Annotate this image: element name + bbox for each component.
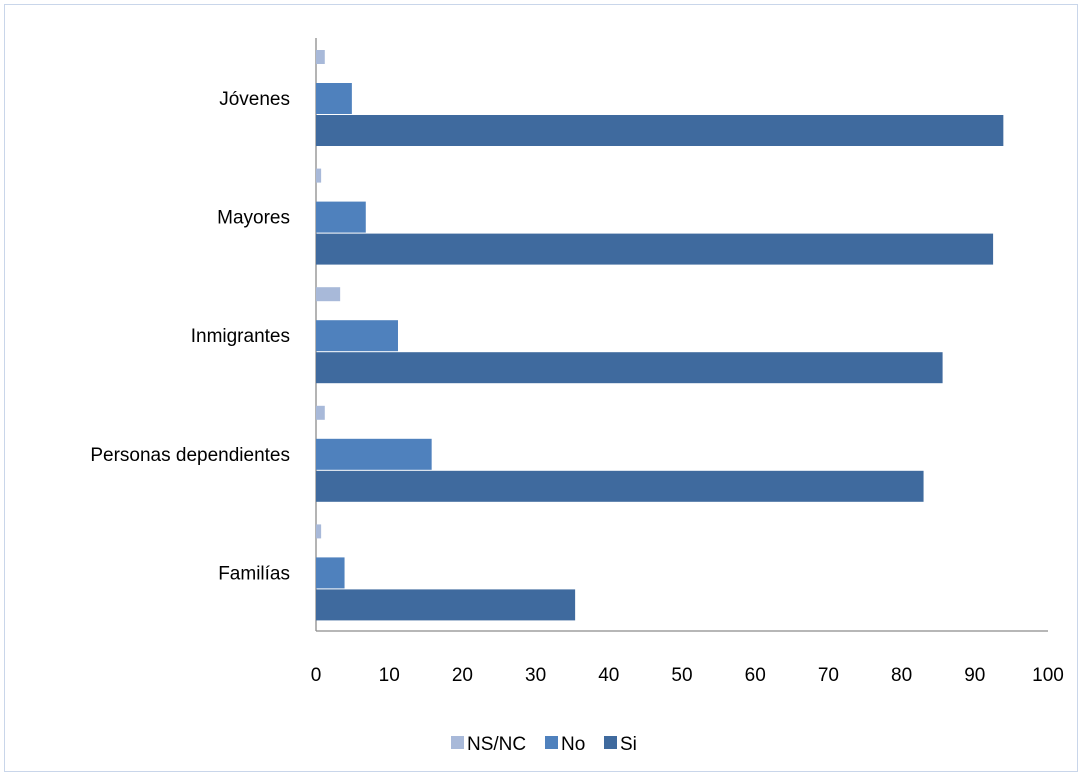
bar-si-personas-dependientes [316, 470, 924, 502]
legend-label-ns-nc: NS/NC [467, 734, 526, 755]
x-tick-label-20: 20 [452, 665, 473, 686]
x-tick-label-40: 40 [598, 665, 619, 686]
bar-si-inmigrantes [316, 352, 943, 384]
legend: NS/NC No Si [451, 734, 637, 755]
x-tick-label-70: 70 [818, 665, 839, 686]
bar-no-mayores [316, 201, 366, 233]
category-label-mayores: Mayores [217, 208, 290, 229]
bar-ns-nc-inmigrantes [316, 287, 341, 302]
bar-si-mayores [316, 233, 994, 265]
x-tick-label-0: 0 [311, 665, 322, 686]
chart-frame [4, 4, 1078, 772]
bar-no-familias [316, 557, 345, 589]
legend-swatch-no [545, 736, 558, 749]
x-tick-label-100: 100 [1032, 665, 1064, 686]
legend-label-si: Si [620, 734, 637, 755]
bar-ns-nc-personas-dependientes [316, 405, 325, 420]
bar-no-jovenes [316, 83, 352, 114]
category-label-inmigrantes: Inmigrantes [191, 326, 290, 347]
x-tick-labels: 0 10 20 30 40 50 60 70 80 90 100 [311, 665, 1064, 686]
legend-swatch-si [604, 736, 617, 749]
x-tick-label-60: 60 [745, 665, 766, 686]
category-label-personas-dependientes: Personas dependientes [90, 445, 290, 466]
bar-ns-nc-jovenes [316, 50, 325, 64]
category-labels: Jóvenes Mayores Inmigrantes Personas depend… [90, 89, 290, 584]
x-tick-label-80: 80 [891, 665, 912, 686]
x-tick-label-10: 10 [379, 665, 400, 686]
bar-no-personas-dependientes [316, 438, 432, 470]
legend-label-no: No [561, 734, 585, 755]
bar-si-familias [316, 589, 576, 621]
bar-si-jovenes [316, 115, 1004, 146]
category-label-familias: Familías [218, 563, 290, 584]
category-label-jovenes: Jóvenes [219, 89, 290, 110]
x-tick-label-50: 50 [671, 665, 692, 686]
x-tick-label-30: 30 [525, 665, 546, 686]
bar-no-inmigrantes [316, 320, 398, 352]
x-tick-label-90: 90 [964, 665, 985, 686]
bar-ns-nc-familias [316, 524, 322, 539]
bar-ns-nc-mayores [316, 168, 322, 183]
legend-swatch-ns-nc [451, 736, 464, 749]
bars-group [316, 50, 1004, 621]
